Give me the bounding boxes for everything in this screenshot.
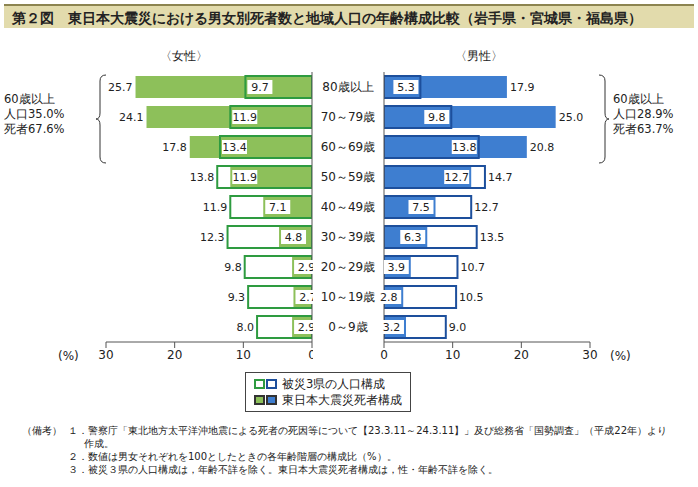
svg-text:3.9: 3.9: [388, 261, 406, 274]
html-text:１．警察庁「東北地方太平洋沖地震による死者の死因等について【: １．警察庁「東北地方太平洋沖地震による死者の死因等について【23.3.11～24…: [68, 425, 668, 449]
svg-text:60～69歳: 60～69歳: [321, 140, 376, 154]
svg-text:13.8: 13.8: [452, 141, 477, 154]
html-text:第２図 東日本大震災における男女別死者数と地域人口の年齢構成: 第２図 東日本大震災における男女別死者数と地域人口の年齢構成比較（岩手県・宮城県…: [12, 10, 642, 26]
svg-text:24.1: 24.1: [119, 111, 144, 124]
svg-text:10.5: 10.5: [459, 291, 484, 304]
svg-text:20: 20: [514, 348, 529, 362]
svg-text:17.9: 17.9: [510, 81, 535, 94]
svg-text:10～19歳: 10～19歳: [321, 290, 376, 304]
svg-text:20: 20: [167, 348, 182, 362]
svg-text:13.4: 13.4: [222, 141, 247, 154]
svg-text:30～39歳: 30～39歳: [321, 230, 376, 244]
svg-text:25.0: 25.0: [559, 111, 584, 124]
svg-text:9.0: 9.0: [449, 321, 467, 334]
svg-text:2.7: 2.7: [299, 291, 313, 304]
svg-text:80歳以上: 80歳以上: [322, 80, 373, 94]
svg-text:20.8: 20.8: [530, 141, 555, 154]
html-text:人口35.0%: 人口35.0%: [4, 107, 65, 121]
svg-text:3.2: 3.2: [383, 321, 401, 334]
svg-text:11.9: 11.9: [203, 201, 228, 214]
svg-text:70～79歳: 70～79歳: [321, 110, 376, 124]
svg-text:10: 10: [236, 348, 251, 362]
svg-text:8.0: 8.0: [237, 321, 255, 334]
html-text:（備考）: （備考）: [22, 425, 62, 436]
html-text:３．被災３県の人口構成は，年齢不詳を除く。東日本大震災死者構: ３．被災３県の人口構成は，年齢不詳を除く。東日本大震災死者構成は，性・年齢不詳を…: [68, 464, 498, 475]
svg-text:7.5: 7.5: [412, 201, 430, 214]
svg-text:20～29歳: 20～29歳: [321, 260, 376, 274]
svg-text:11.9: 11.9: [233, 111, 258, 124]
svg-text:14.7: 14.7: [488, 171, 513, 184]
svg-text:5.3: 5.3: [397, 81, 415, 94]
html-text:死者67.6%: 死者67.6%: [4, 122, 65, 136]
html-text:〈女性〉: 〈女性〉: [160, 49, 208, 63]
svg-text:2.9: 2.9: [298, 261, 313, 274]
svg-text:9.8: 9.8: [224, 261, 242, 274]
html-text:２．数値は男女それぞれを100としたときの各年齢階層の構成比: ２．数値は男女それぞれを100としたときの各年齢階層の構成比（%）。: [68, 451, 397, 462]
html-text:東日本大震災死者構成: 東日本大震災死者構成: [282, 393, 402, 407]
html-text:〈男性〉: 〈男性〉: [455, 49, 503, 63]
svg-text:0～9歳: 0～9歳: [328, 320, 367, 334]
svg-text:17.8: 17.8: [162, 141, 187, 154]
svg-text:4.8: 4.8: [285, 231, 303, 244]
svg-text:12.7: 12.7: [474, 201, 499, 214]
svg-text:12.3: 12.3: [200, 231, 225, 244]
svg-text:0: 0: [308, 348, 313, 362]
svg-text:50～59歳: 50～59歳: [321, 170, 376, 184]
svg-text:9.7: 9.7: [251, 81, 268, 94]
svg-text:0: 0: [380, 348, 388, 362]
html-text:60歳以上: 60歳以上: [4, 92, 55, 106]
svg-text:13.8: 13.8: [190, 171, 215, 184]
svg-text:13.5: 13.5: [480, 231, 505, 244]
svg-text:25.7: 25.7: [108, 81, 133, 94]
svg-text:7.1: 7.1: [269, 201, 287, 214]
svg-text:9.3: 9.3: [228, 291, 246, 304]
svg-text:40～49歳: 40～49歳: [321, 200, 376, 214]
html-text:死者63.7%: 死者63.7%: [613, 122, 674, 136]
svg-text:30: 30: [582, 348, 597, 362]
svg-text:30: 30: [98, 348, 113, 362]
svg-text:2.9: 2.9: [298, 321, 313, 334]
svg-text:10: 10: [445, 348, 460, 362]
svg-text:9.8: 9.8: [428, 111, 446, 124]
html-text:人口28.9%: 人口28.9%: [613, 107, 674, 121]
svg-text:12.7: 12.7: [444, 171, 469, 184]
html-text:被災3県の人口構成: 被災3県の人口構成: [282, 377, 386, 391]
svg-text:2.8: 2.8: [380, 291, 398, 304]
html-text:60歳以上: 60歳以上: [613, 92, 664, 106]
svg-text:11.9: 11.9: [233, 171, 258, 184]
svg-text:6.3: 6.3: [404, 231, 422, 244]
svg-text:10.7: 10.7: [460, 261, 485, 274]
